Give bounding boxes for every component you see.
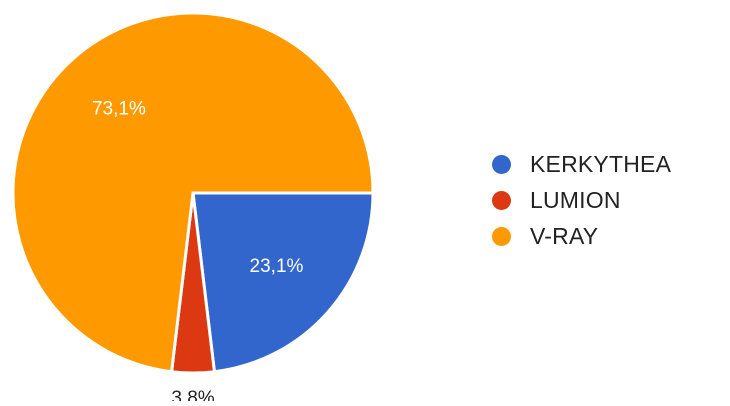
- legend-swatch-kerkythea: [492, 154, 511, 174]
- slice-label-v-ray: 73,1%: [92, 99, 146, 120]
- legend: KERKYTHEA LUMION V-RAY: [492, 146, 671, 254]
- legend-item-v-ray: V-RAY: [492, 218, 671, 254]
- pie-slice-kerkythea: [191, 191, 375, 374]
- slice-label-lumion: 3.8%: [171, 388, 214, 401]
- pie-slice-v-ray: [11, 11, 375, 374]
- slice-label-kerkythea: 23,1%: [250, 256, 304, 277]
- legend-label-kerkythea: KERKYTHEA: [530, 150, 672, 177]
- legend-swatch-v-ray: [492, 226, 511, 246]
- legend-item-lumion: LUMION: [492, 182, 671, 218]
- legend-label-lumion: LUMION: [530, 186, 621, 213]
- legend-label-v-ray: V-RAY: [530, 222, 599, 249]
- legend-item-kerkythea: KERKYTHEA: [492, 146, 671, 182]
- legend-swatch-lumion: [492, 190, 511, 210]
